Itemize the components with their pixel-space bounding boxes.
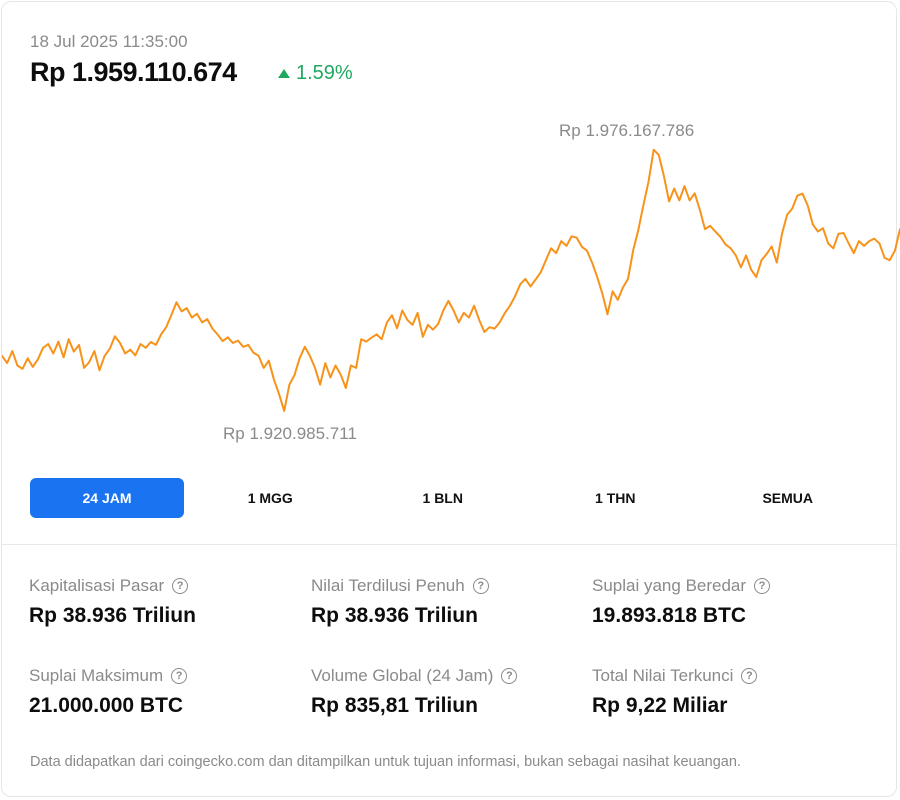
- stat-market-cap: Kapitalisasi Pasar? Rp 38.936 Triliun: [29, 576, 299, 628]
- arrow-up-icon: [278, 69, 290, 78]
- help-icon[interactable]: ?: [754, 578, 771, 594]
- stat-value: Rp 835,81 Triliun: [311, 694, 478, 717]
- current-price: Rp 1.959.110.674: [30, 57, 237, 87]
- stat-label: Volume Global (24 Jam): [311, 666, 494, 685]
- stat-value: 19.893.818 BTC: [592, 604, 747, 627]
- stat-max-supply: Suplai Maksimum? 21.000.000 BTC: [29, 666, 299, 718]
- chart-max-label: Rp 1.976.167.786: [559, 121, 694, 140]
- stat-label: Total Nilai Terkunci: [592, 666, 734, 685]
- chart-min-label: Rp 1.920.985.711: [223, 424, 357, 443]
- price-chart[interactable]: Rp 1.976.167.786 Rp 1.920.985.711: [2, 102, 900, 452]
- price-line: [2, 148, 900, 412]
- stat-label: Suplai Maksimum: [29, 666, 164, 685]
- stat-label: Kapitalisasi Pasar: [29, 576, 165, 595]
- help-icon[interactable]: ?: [172, 578, 189, 594]
- help-icon[interactable]: ?: [472, 578, 489, 594]
- stat-total-value-locked: Total Nilai Terkunci? Rp 9,22 Miliar: [592, 666, 862, 718]
- price-change-percent: 1.59%: [296, 62, 353, 84]
- stat-circulating-supply: Suplai yang Beredar? 19.893.818 BTC: [592, 576, 862, 628]
- tab-1-mgg[interactable]: 1 MGG: [247, 490, 293, 506]
- stat-value: Rp 9,22 Miliar: [592, 694, 728, 717]
- tab-1-thn[interactable]: 1 THN: [595, 490, 636, 506]
- stat-value: Rp 38.936 Triliun: [29, 604, 196, 627]
- tab-1-bln[interactable]: 1 BLN: [422, 490, 463, 506]
- tab-semua[interactable]: SEMUA: [762, 490, 814, 506]
- divider: [2, 544, 898, 545]
- stat-label: Nilai Terdilusi Penuh: [311, 576, 465, 595]
- disclaimer: Data didapatkan dari coingecko.com dan d…: [30, 754, 741, 770]
- price-change: 1.59%: [278, 62, 353, 85]
- stat-global-volume: Volume Global (24 Jam)? Rp 835,81 Triliu…: [311, 666, 581, 718]
- stat-value: Rp 38.936 Triliun: [311, 604, 478, 627]
- help-icon[interactable]: ?: [171, 668, 188, 684]
- help-icon[interactable]: ?: [501, 668, 518, 684]
- stat-fully-diluted: Nilai Terdilusi Penuh? Rp 38.936 Triliun: [311, 576, 581, 628]
- help-icon[interactable]: ?: [741, 668, 758, 684]
- tab-24-jam[interactable]: 24 JAM: [30, 478, 184, 518]
- stat-value: 21.000.000 BTC: [29, 694, 184, 717]
- timeframe-tabs: 24 JAM 1 MGG 1 BLN 1 THN SEMUA: [30, 478, 874, 518]
- stat-label: Suplai yang Beredar: [592, 576, 747, 595]
- timestamp: 18 Jul 2025 11:35:00: [30, 32, 188, 51]
